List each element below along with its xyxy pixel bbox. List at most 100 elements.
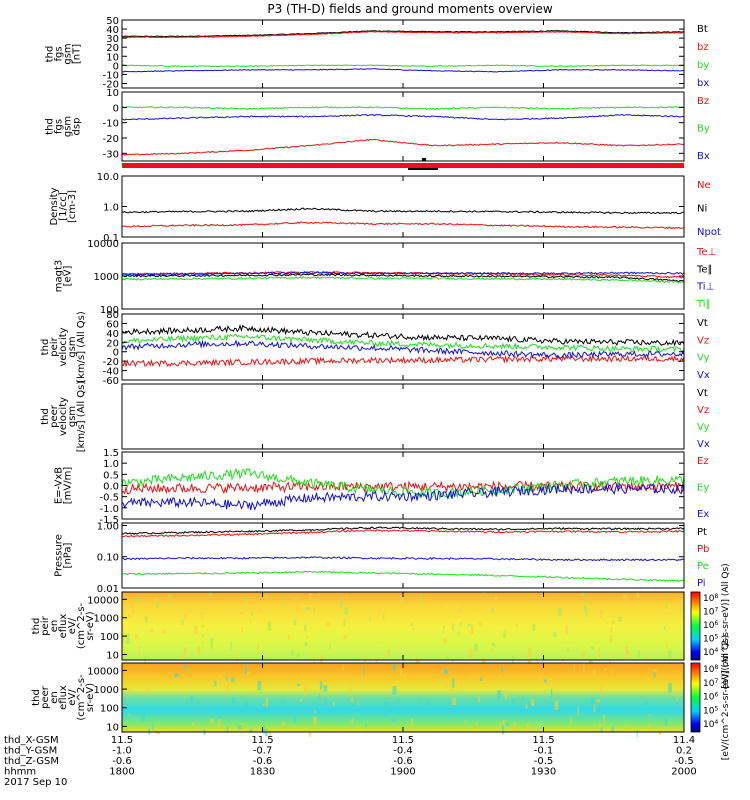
spectrogram-texture [332, 702, 335, 706]
chart-title: P3 (TH-D) fields and ground moments over… [267, 2, 552, 16]
series-line-Ti∥ [121, 276, 685, 284]
spectrogram-texture [535, 690, 538, 695]
spectrogram-texture [417, 709, 419, 714]
y-axis-label: thd [31, 689, 42, 706]
series-line-bx [121, 68, 685, 73]
spectrogram-texture [440, 603, 443, 609]
spectrogram-texture [392, 686, 397, 695]
footer-row-label: thd_Y-GSM [4, 746, 57, 757]
y-tick-label: -1.0 [99, 504, 119, 515]
legend-Bx: Bx [697, 151, 710, 162]
spectrogram-texture [226, 682, 230, 691]
spectrogram-texture [197, 703, 200, 710]
spectrogram-texture [287, 634, 290, 640]
legend-bx: bx [697, 78, 709, 89]
series-line-Pe [121, 570, 685, 583]
spectrogram-texture [460, 701, 463, 710]
series-line-bz [122, 30, 685, 39]
footer-value: 0.2 [676, 746, 692, 757]
y-tick-label: -1.5 [99, 515, 119, 526]
legend-by: by [697, 60, 709, 71]
y-tick-label: -60 [103, 376, 119, 387]
spectrogram-texture [550, 688, 553, 698]
footer-row-label: hhmm [4, 767, 36, 778]
footer-value: 1930 [531, 767, 556, 778]
spectrogram-texture [257, 643, 259, 651]
spectrogram-image [122, 663, 684, 732]
series-line-Vx [121, 339, 685, 359]
y-tick-label: 80 [106, 310, 119, 321]
spectrogram-texture [646, 655, 649, 659]
spectrogram-texture [241, 722, 245, 726]
y-axis-label: en [49, 620, 60, 633]
spectrogram-texture [384, 600, 387, 605]
y-axis-label: fgs [54, 119, 65, 134]
spectrogram-texture [262, 703, 266, 706]
spectrogram-texture [676, 693, 678, 702]
spectrogram-texture [451, 678, 455, 688]
footer-row-label: thd_X-GSM [4, 735, 59, 746]
legend-Vz: Vz [697, 405, 709, 416]
spectrogram-texture [308, 592, 313, 601]
spectrogram-texture [244, 663, 247, 674]
footer-value: -0.1 [534, 746, 554, 757]
spectrogram-texture [191, 722, 195, 726]
spectrogram-texture [281, 600, 284, 605]
spectrogram-texture [562, 656, 565, 662]
y-tick-label: 100 [100, 704, 119, 715]
series-line-Bx [121, 113, 685, 121]
mode-bar [122, 163, 684, 168]
footer-value: 2000 [671, 767, 696, 778]
y-axis-label: sr-eV) [85, 611, 96, 640]
spectrogram-texture [308, 731, 312, 737]
spectrogram-texture [135, 634, 139, 639]
spectrogram-texture [344, 607, 349, 615]
spectrogram-texture [320, 654, 323, 664]
spectrogram-texture [599, 684, 602, 692]
spectrogram-texture [343, 635, 347, 640]
spectrogram-texture [202, 633, 205, 638]
spectrogram-texture [197, 646, 201, 656]
legend-Ni: Ni [697, 204, 707, 215]
spectrogram-texture [598, 647, 601, 658]
spectrogram-texture [538, 675, 542, 682]
spectrogram-texture [607, 621, 609, 625]
y-axis-label: [cm-3] [67, 190, 78, 223]
spectrogram-image [122, 592, 684, 660]
footer-value: -0.6 [112, 756, 132, 767]
y-tick-label: 30 [106, 34, 119, 45]
y-axis-label: [nT] [72, 44, 83, 64]
spectrogram-texture [314, 709, 316, 713]
spectrogram-texture [386, 649, 391, 658]
spectrogram-texture [627, 649, 630, 657]
spectrogram-texture [214, 680, 217, 687]
spectrogram-texture [122, 633, 125, 643]
spectrogram-texture [265, 593, 267, 598]
spectrogram-texture [497, 690, 502, 699]
spectrogram-texture [383, 612, 385, 621]
y-axis-label: gsm [67, 336, 78, 357]
series-line-Pb [122, 529, 685, 538]
spectrogram-texture [161, 629, 166, 635]
legend-By: By [697, 124, 710, 135]
spectrogram-texture [202, 640, 204, 650]
y-tick-label: 0 [113, 61, 119, 72]
spectrogram-texture [137, 596, 140, 603]
spectrogram-texture [210, 718, 214, 724]
spectrogram-texture [458, 629, 460, 637]
spectrogram-texture [478, 696, 480, 703]
spectrogram-texture [378, 607, 380, 617]
mode-bar-marker [422, 158, 426, 161]
spectrogram-texture [267, 621, 272, 631]
colorbar-label: [eV/(cm^2-s-sr-eV)] (All Qs) [721, 635, 731, 760]
spectrogram-texture [426, 700, 429, 705]
spectrogram-texture [148, 728, 151, 735]
legend-Ez: Ez [697, 456, 709, 467]
spectrogram-texture [295, 595, 299, 598]
spectrogram-texture [645, 702, 649, 705]
spectrogram-texture [342, 664, 345, 670]
spectrogram-texture [209, 592, 213, 597]
spectrogram-texture [225, 676, 228, 682]
